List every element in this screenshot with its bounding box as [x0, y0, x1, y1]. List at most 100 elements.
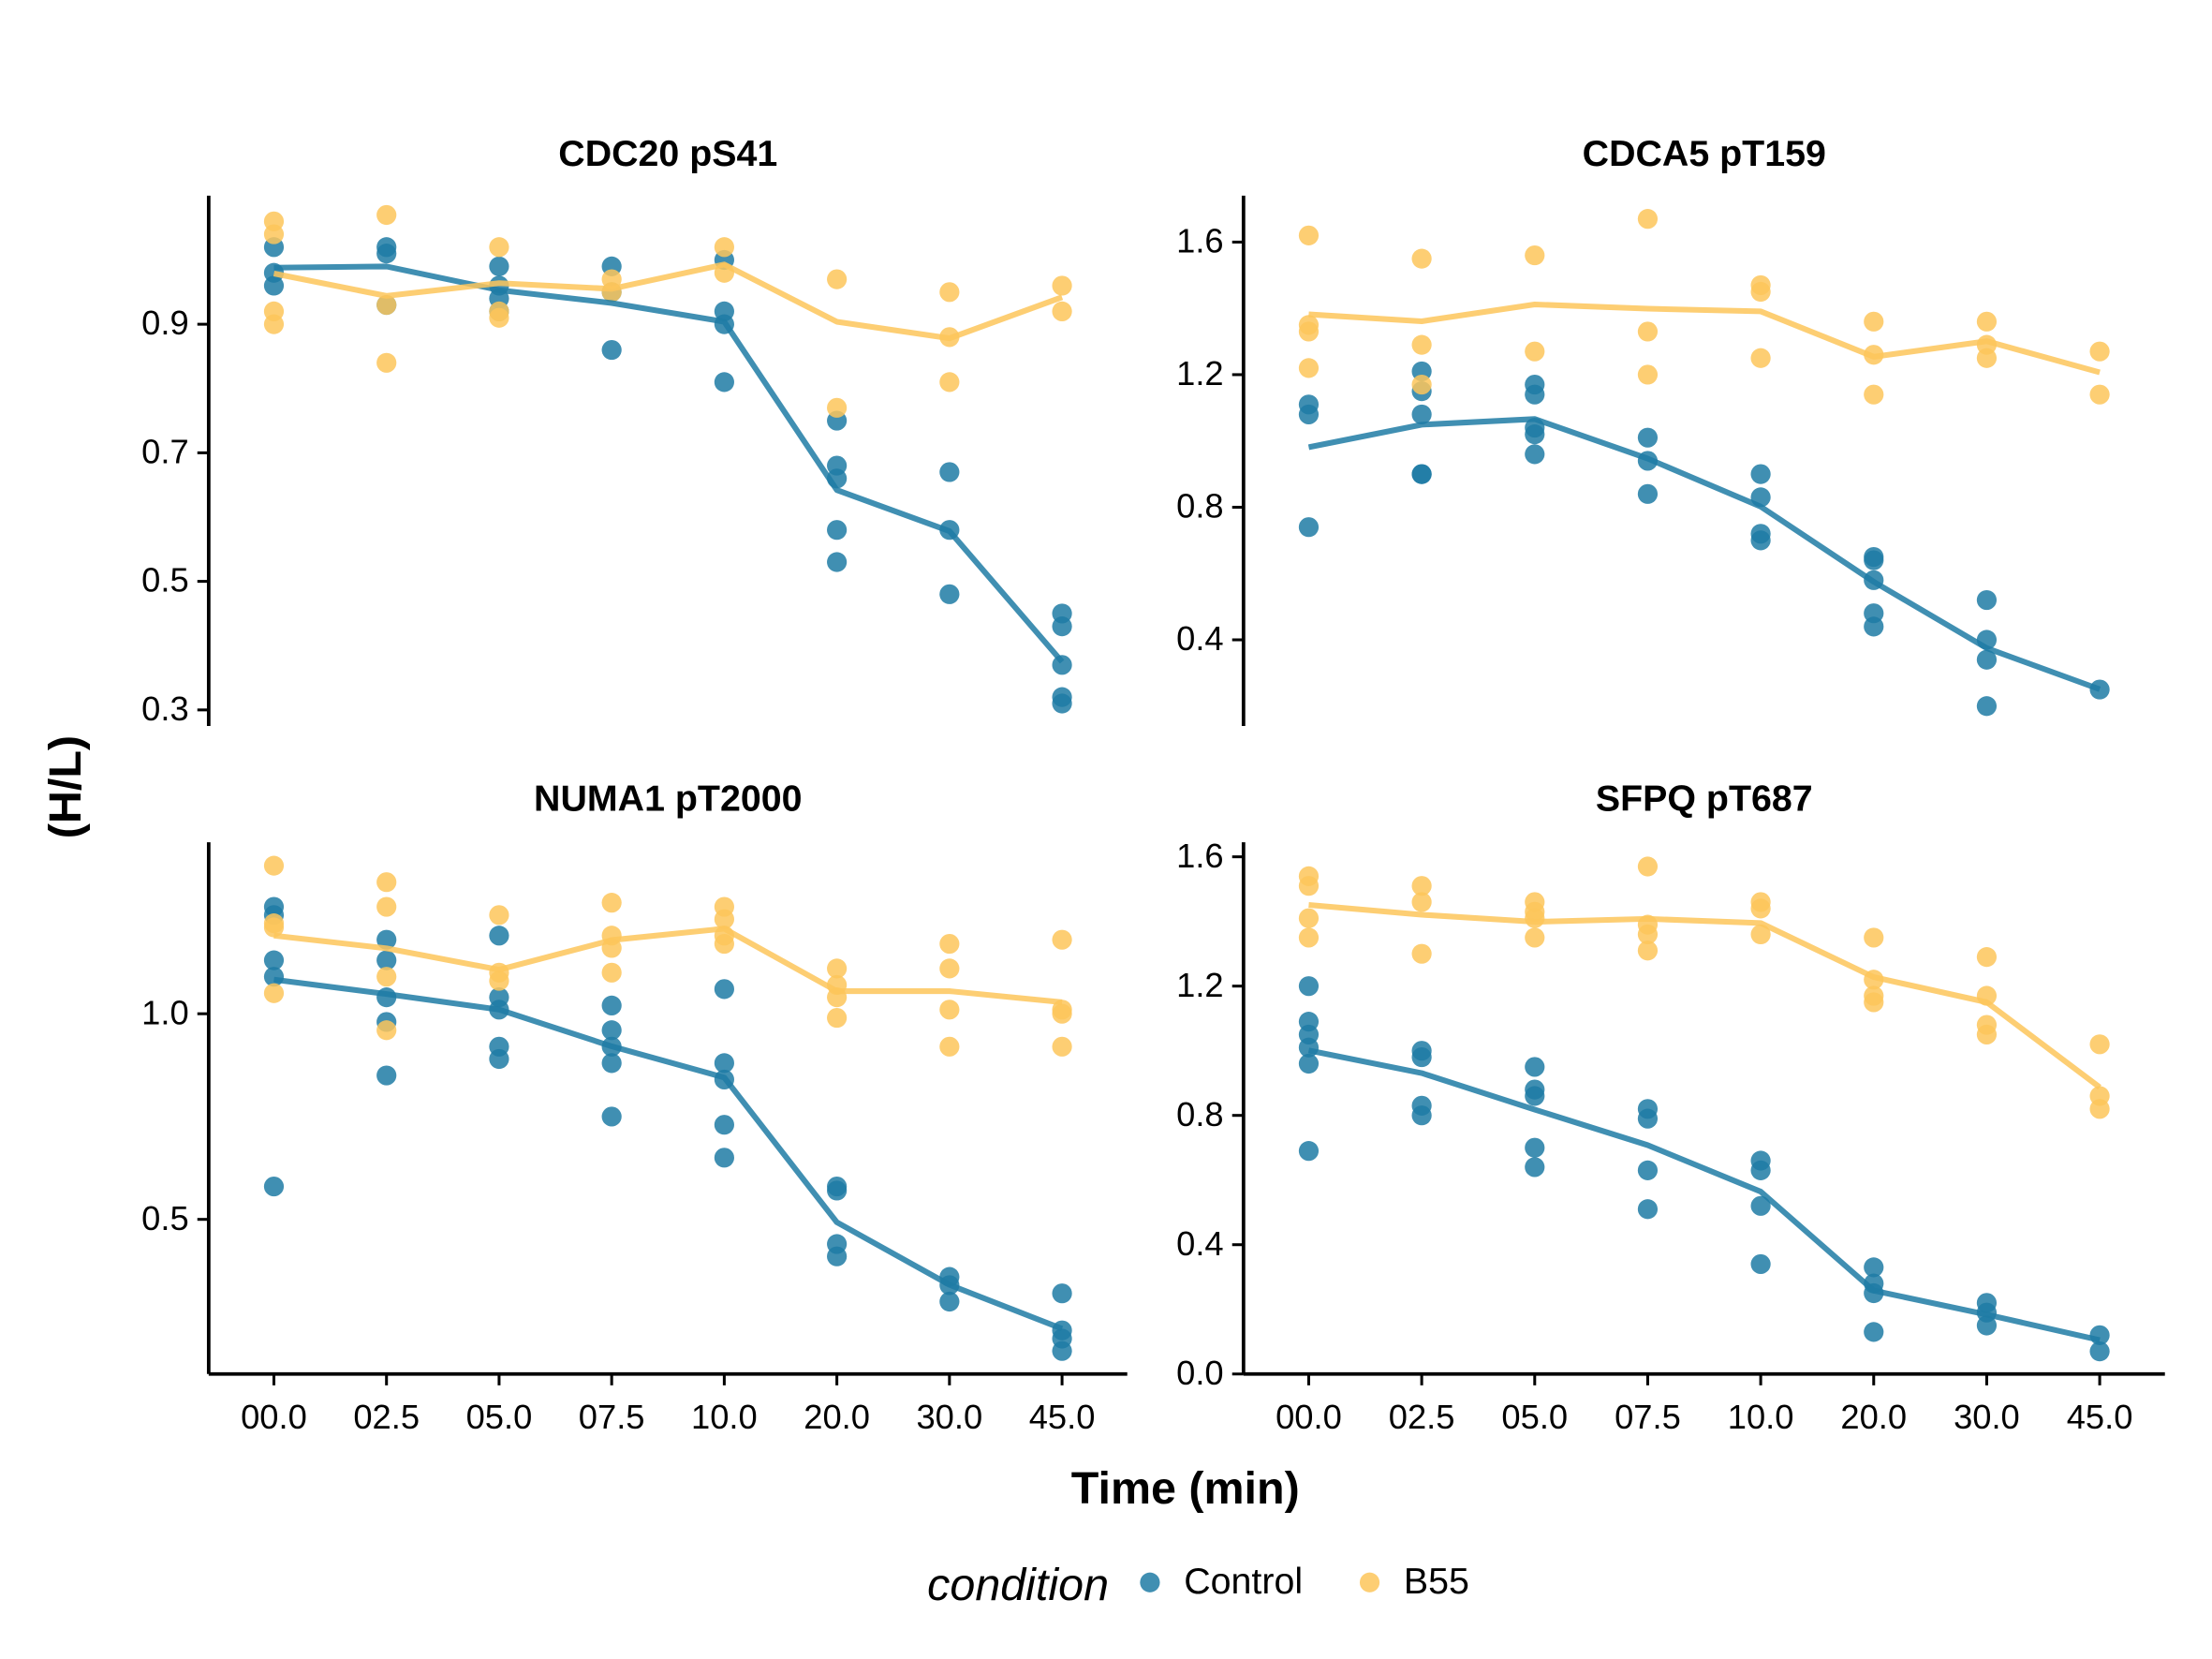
data-point [939, 372, 960, 393]
panel-title: CDC20 pS41 [558, 133, 777, 174]
x-tick-label: 05.0 [1501, 1398, 1568, 1436]
data-point [1976, 1024, 1998, 1045]
data-point [1864, 616, 1884, 637]
panel-title: SFPQ pT687 [1596, 778, 1813, 820]
data-point [1411, 248, 1432, 269]
x-tick-label: 10.0 [1728, 1398, 1794, 1436]
data-point [1637, 1199, 1659, 1220]
data-point [601, 995, 622, 1016]
data-point [489, 237, 509, 258]
trend-line [273, 261, 1064, 342]
x-tick-label: 02.5 [1389, 1398, 1455, 1436]
data-point [1750, 348, 1771, 368]
legend-label: B55 [1404, 1561, 1469, 1602]
data-point [1525, 1057, 1545, 1077]
data-point [1298, 908, 1320, 928]
data-point [827, 397, 848, 418]
data-point [263, 855, 285, 876]
data-point [1298, 1053, 1320, 1074]
data-point [939, 462, 960, 482]
data-point [263, 314, 285, 334]
data-point [939, 1000, 960, 1020]
data-point [376, 294, 397, 316]
data-point [714, 1053, 734, 1074]
data-point [1976, 947, 1998, 968]
data-point [376, 967, 397, 987]
data-point [376, 204, 397, 226]
y-tick-label: 0.9 [141, 304, 188, 342]
data-point [1637, 483, 1659, 504]
data-point [1411, 374, 1432, 395]
data-point [489, 970, 509, 991]
trend-line [273, 926, 1063, 1005]
data-point [601, 1053, 622, 1074]
data-point [1525, 341, 1545, 362]
data-point [601, 1020, 622, 1041]
data-point [1525, 908, 1545, 928]
data-point [1976, 1315, 1998, 1336]
y-tick-label: 0.7 [141, 432, 188, 470]
x-tick-label: 10.0 [691, 1398, 758, 1436]
data-point [1637, 1160, 1659, 1180]
data-point [1298, 225, 1320, 245]
data-point [1525, 1086, 1545, 1106]
data-point [263, 983, 285, 1003]
data-point [2089, 384, 2110, 405]
data-point [263, 224, 285, 244]
data-point [939, 958, 960, 979]
x-tick-label: 07.5 [1615, 1398, 1681, 1436]
data-point [1052, 1341, 1072, 1361]
data-point [1525, 444, 1545, 465]
y-tick-label: 0.4 [1176, 619, 1223, 658]
data-point [939, 1291, 960, 1312]
data-point [827, 552, 848, 572]
data-point [939, 1036, 960, 1057]
data-point [1525, 384, 1545, 405]
data-point [1750, 1195, 1771, 1216]
data-point [376, 244, 397, 264]
x-tick-label: 02.5 [353, 1398, 420, 1436]
data-point [939, 584, 960, 604]
trend-line [1307, 416, 2101, 692]
data-point [1750, 924, 1771, 945]
data-point [1298, 976, 1320, 997]
data-point [1976, 348, 1998, 368]
data-point [1052, 1036, 1072, 1057]
data-point [1864, 311, 1884, 332]
y-tick-label: 0.0 [1176, 1354, 1223, 1392]
data-point [376, 1065, 397, 1086]
data-point [1637, 364, 1659, 385]
trend-line [1308, 301, 2101, 376]
x-tick-label: 30.0 [1954, 1398, 2020, 1436]
data-point [1750, 464, 1771, 484]
trend-line [1308, 902, 2101, 1090]
x-tick-label: 45.0 [1029, 1398, 1096, 1436]
data-point [827, 1007, 848, 1029]
data-point [1298, 517, 1320, 538]
data-point [1411, 876, 1432, 896]
data-point [1525, 424, 1545, 445]
data-point [376, 1020, 397, 1041]
data-point [1750, 530, 1771, 551]
data-point [376, 872, 397, 893]
data-point [376, 896, 397, 917]
data-point [1525, 1157, 1545, 1178]
y-tick-label: 1.6 [1176, 837, 1223, 875]
data-point [376, 950, 397, 970]
trend-line [273, 263, 1065, 664]
legend-label: Control [1184, 1561, 1303, 1602]
data-point [489, 926, 509, 946]
data-point [714, 1115, 734, 1135]
data-point [601, 893, 622, 913]
y-tick-label: 0.5 [141, 1199, 188, 1237]
data-point [601, 339, 622, 361]
data-point [2089, 1034, 2110, 1055]
data-point [1052, 1003, 1072, 1024]
x-tick-label: 45.0 [2067, 1398, 2133, 1436]
data-point [1864, 927, 1884, 948]
data-point [1637, 209, 1659, 230]
data-point [2089, 341, 2110, 362]
data-point [376, 929, 397, 950]
